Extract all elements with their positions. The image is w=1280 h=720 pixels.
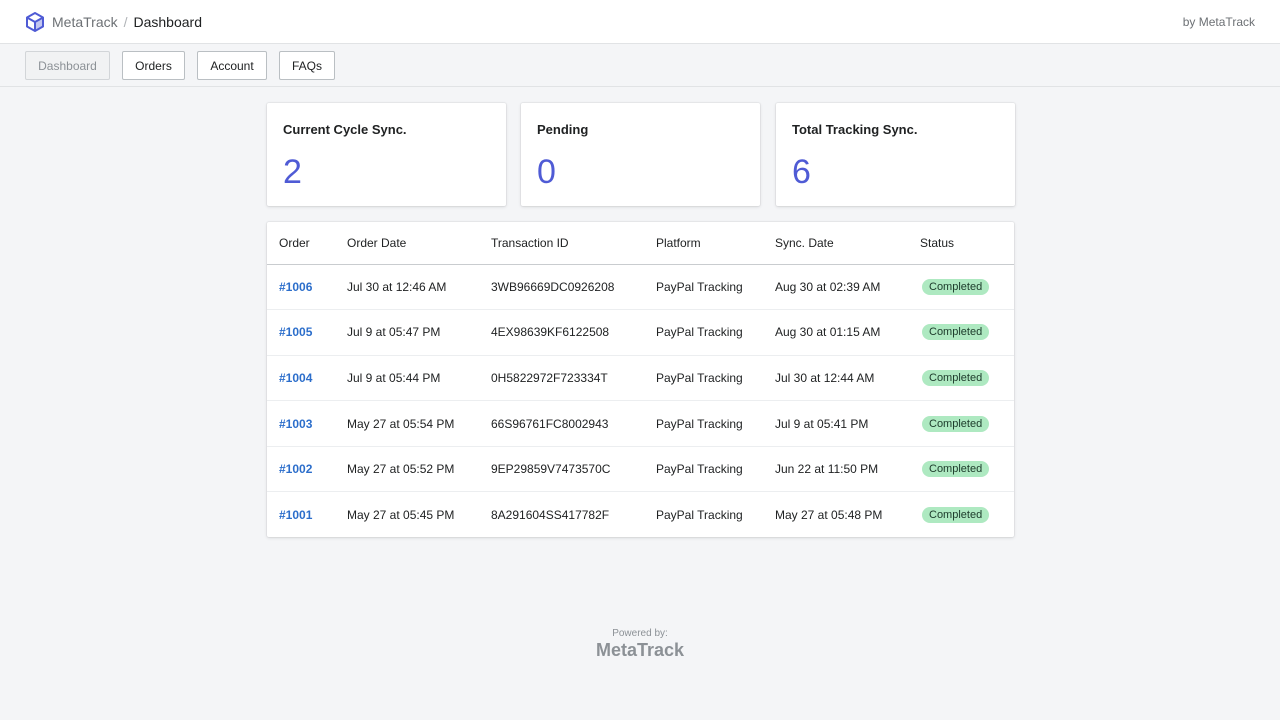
status-badge: Completed xyxy=(922,369,990,386)
powered-by-brand[interactable]: MetaTrack xyxy=(595,640,685,660)
platform-cell: PayPal Tracking xyxy=(656,508,743,523)
byline: by MetaTrack xyxy=(1182,15,1255,29)
order-date-cell: Jul 9 at 05:47 PM xyxy=(347,325,441,340)
stat-card-value: 0 xyxy=(537,153,556,191)
table-header-row: Order Order Date Transaction ID Platform… xyxy=(267,222,1014,264)
table-row: #1004 Jul 9 at 05:44 PM 0H5822972F723334… xyxy=(267,355,1014,401)
cube-icon xyxy=(24,11,46,33)
page-title: Dashboard xyxy=(133,13,203,30)
status-badge: Completed xyxy=(922,461,990,478)
table-row: #1006 Jul 30 at 12:46 AM 3WB96669DC09262… xyxy=(267,264,1014,310)
sync-date-cell: Jul 30 at 12:44 AM xyxy=(775,370,875,385)
order-link[interactable]: #1005 xyxy=(279,325,313,340)
powered-by-footer: Powered by: MetaTrack xyxy=(0,628,1280,661)
order-link[interactable]: #1001 xyxy=(279,508,313,523)
column-header-order-date: Order Date xyxy=(347,235,407,250)
platform-cell: PayPal Tracking xyxy=(656,325,743,340)
powered-by-label: Powered by: xyxy=(612,628,668,639)
column-header-status: Status xyxy=(920,235,955,250)
table-row: #1003 May 27 at 05:54 PM 66S96761FC80029… xyxy=(267,401,1014,447)
order-date-cell: May 27 at 05:45 PM xyxy=(347,508,455,523)
tab-dashboard[interactable]: Dashboard xyxy=(25,51,110,80)
platform-cell: PayPal Tracking xyxy=(656,416,743,431)
stat-card-value: 2 xyxy=(283,153,302,191)
sync-date-cell: Jul 9 at 05:41 PM xyxy=(775,416,869,431)
table-row: #1002 May 27 at 05:52 PM 9EP29859V747357… xyxy=(267,446,1014,492)
tab-orders[interactable]: Orders xyxy=(122,51,185,80)
stat-card-pending: Pending 0 xyxy=(521,103,760,206)
nav-bar: Dashboard Orders Account FAQs xyxy=(0,44,1280,87)
tab-faqs[interactable]: FAQs xyxy=(279,51,335,80)
stat-card-total-tracking: Total Tracking Sync. 6 xyxy=(776,103,1015,206)
sync-date-cell: Aug 30 at 01:15 AM xyxy=(775,325,881,340)
order-date-cell: May 27 at 05:52 PM xyxy=(347,462,455,477)
order-link[interactable]: #1003 xyxy=(279,416,313,431)
stat-card-current-cycle: Current Cycle Sync. 2 xyxy=(267,103,506,206)
column-header-order: Order xyxy=(279,235,310,250)
platform-cell: PayPal Tracking xyxy=(656,462,743,477)
stat-card-title: Pending xyxy=(537,122,589,137)
column-header-sync-date: Sync. Date xyxy=(775,235,834,250)
tab-account[interactable]: Account xyxy=(197,51,267,80)
orders-table-card: Order Order Date Transaction ID Platform… xyxy=(267,222,1014,537)
column-header-platform: Platform xyxy=(656,235,701,250)
order-date-cell: May 27 at 05:54 PM xyxy=(347,416,455,431)
platform-cell: PayPal Tracking xyxy=(656,370,743,385)
status-badge: Completed xyxy=(922,415,990,432)
breadcrumb-separator: / xyxy=(123,13,128,30)
status-badge: Completed xyxy=(922,278,990,295)
order-link[interactable]: #1006 xyxy=(279,279,313,294)
transaction-id-cell: 8A291604SS417782F xyxy=(491,508,610,523)
order-date-cell: Jul 9 at 05:44 PM xyxy=(347,370,441,385)
transaction-id-cell: 9EP29859V7473570C xyxy=(491,462,611,477)
transaction-id-cell: 66S96761FC8002943 xyxy=(491,416,609,431)
stat-card-title: Current Cycle Sync. xyxy=(283,122,407,137)
column-header-transaction-id: Transaction ID xyxy=(491,235,569,250)
sync-date-cell: Aug 30 at 02:39 AM xyxy=(775,279,881,294)
transaction-id-cell: 0H5822972F723334T xyxy=(491,370,608,385)
status-badge: Completed xyxy=(922,324,990,341)
status-badge: Completed xyxy=(922,507,990,524)
platform-cell: PayPal Tracking xyxy=(656,279,743,294)
stat-card-title: Total Tracking Sync. xyxy=(792,122,918,137)
stat-card-value: 6 xyxy=(792,153,811,191)
sync-date-cell: Jun 22 at 11:50 PM xyxy=(775,462,879,477)
breadcrumb-app[interactable]: MetaTrack xyxy=(52,13,118,30)
table-row: #1001 May 27 at 05:45 PM 8A291604SS41778… xyxy=(267,492,1014,538)
sync-date-cell: May 27 at 05:48 PM xyxy=(775,508,883,523)
orders-table: Order Order Date Transaction ID Platform… xyxy=(267,222,1014,538)
table-row: #1005 Jul 9 at 05:47 PM 4EX98639KF612250… xyxy=(267,310,1014,356)
top-bar: MetaTrack / Dashboard by MetaTrack xyxy=(0,0,1280,44)
order-link[interactable]: #1004 xyxy=(279,370,313,385)
transaction-id-cell: 3WB96669DC0926208 xyxy=(491,279,615,294)
order-link[interactable]: #1002 xyxy=(279,462,313,477)
transaction-id-cell: 4EX98639KF6122508 xyxy=(491,325,610,340)
order-date-cell: Jul 30 at 12:46 AM xyxy=(347,279,447,294)
